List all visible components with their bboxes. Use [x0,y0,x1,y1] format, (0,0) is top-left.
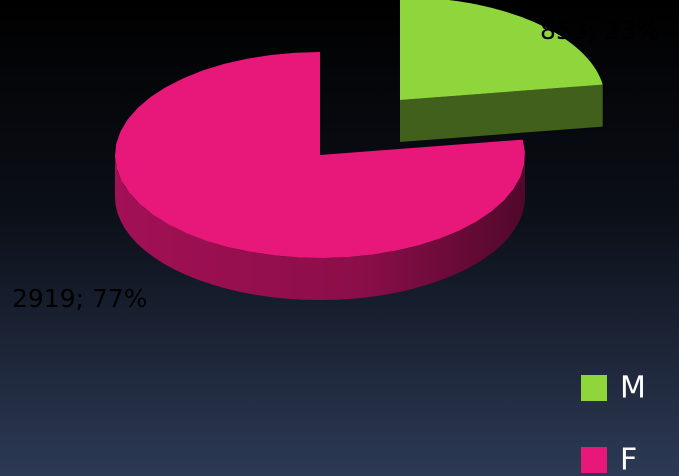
legend-swatch [581,375,607,401]
slice-side [115,155,525,300]
slice [400,0,603,100]
data-label: 2919; 77% [12,284,148,313]
legend-label: F [620,443,637,476]
legend-swatch [581,447,607,473]
slice-side [400,84,603,142]
legend-label: M [620,371,646,406]
data-label: 853; 23% [540,16,660,45]
pie [115,0,603,300]
slice [115,52,525,258]
